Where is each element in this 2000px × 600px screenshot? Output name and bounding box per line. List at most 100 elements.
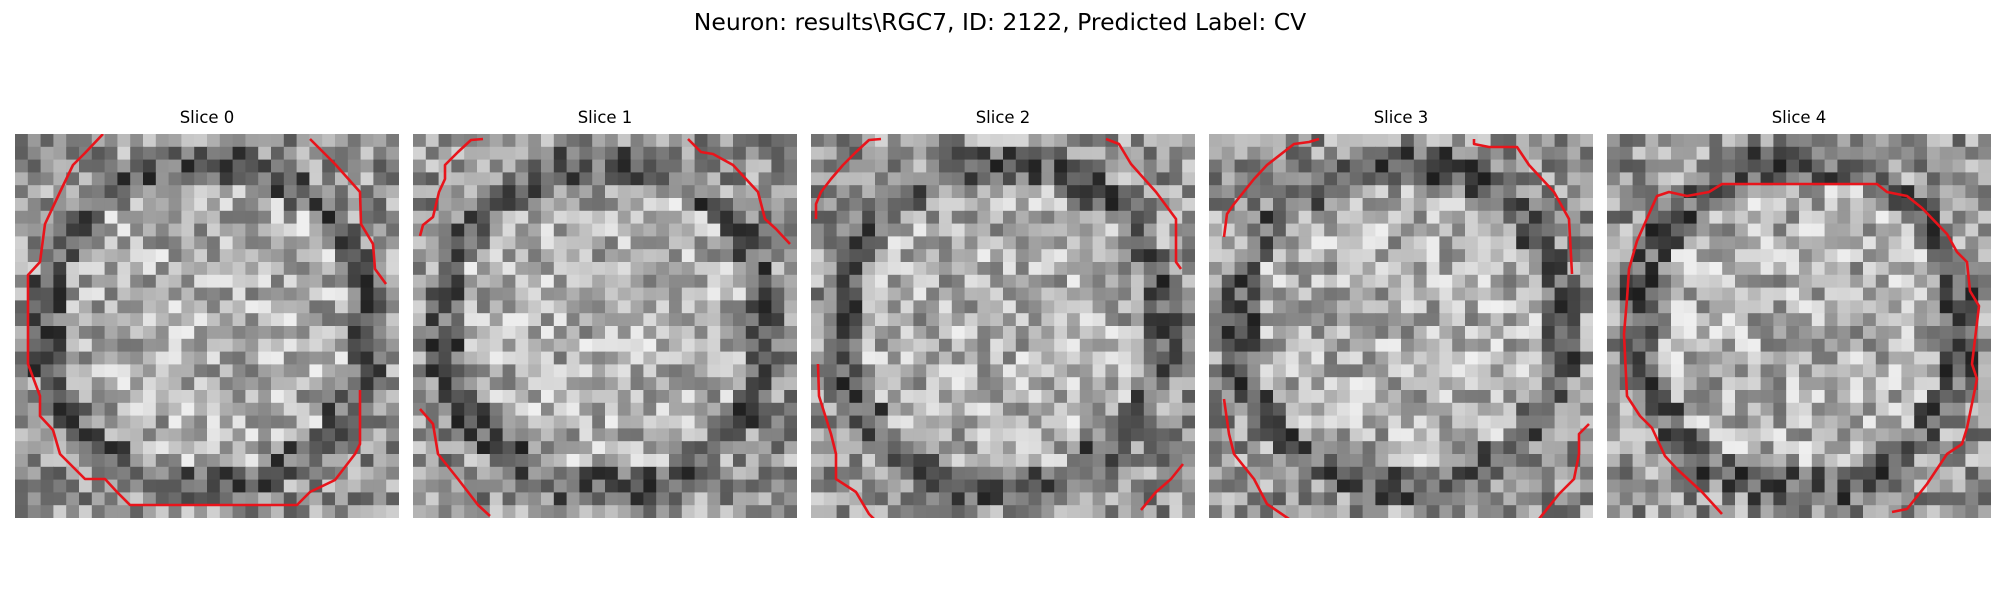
pixel-cell — [669, 505, 683, 518]
pixel-cell — [207, 428, 221, 442]
pixel-cell — [579, 159, 593, 173]
pixel-cell — [130, 134, 144, 148]
pixel-cell — [1978, 492, 1991, 506]
pixel-cell — [117, 390, 131, 404]
pixel-cell — [207, 402, 221, 417]
pixel-cell — [258, 159, 272, 173]
pixel-cell — [347, 249, 362, 263]
pixel-cell — [951, 262, 966, 276]
pixel-cell — [1965, 300, 1979, 314]
pixel-cell — [143, 415, 157, 429]
pixel-cell — [1607, 415, 1621, 429]
pixel-cell — [1118, 441, 1132, 455]
pixel-cell — [1607, 223, 1621, 237]
pixel-cell — [91, 390, 106, 404]
pixel-cell — [1285, 351, 1300, 365]
pixel-cell — [1978, 249, 1991, 263]
pixel-cell — [1209, 441, 1223, 455]
pixel-cell — [1426, 159, 1440, 173]
pixel-cell — [707, 351, 721, 365]
pixel-cell — [836, 390, 850, 404]
pixel-cell — [1939, 313, 1954, 327]
pixel-cell — [477, 454, 491, 468]
pixel-cell — [541, 492, 555, 506]
pixel-cell — [630, 505, 644, 518]
pixel-cell — [1927, 326, 1941, 340]
pixel-cell — [502, 466, 516, 481]
pixel-cell — [707, 134, 721, 148]
pixel-cell — [1786, 338, 1800, 353]
pixel-cell — [1901, 262, 1915, 276]
pixel-cell — [733, 223, 747, 237]
pixel-cell — [1221, 364, 1236, 378]
pixel-cell — [875, 223, 889, 237]
pixel-cell — [553, 236, 568, 250]
pixel-cell — [1952, 326, 1966, 340]
pixel-cell — [347, 262, 362, 276]
pixel-cell — [1349, 402, 1364, 417]
pixel-cell — [271, 249, 285, 263]
pixel-cell — [1375, 172, 1389, 186]
pixel-cell — [1607, 249, 1621, 263]
pixel-cell — [1401, 390, 1415, 404]
pixel-cell — [1786, 300, 1800, 314]
pixel-cell — [309, 351, 323, 365]
pixel-cell — [1156, 338, 1170, 353]
pixel-cell — [413, 146, 427, 161]
pixel-cell — [592, 441, 606, 455]
pixel-cell — [1952, 300, 1966, 314]
pixel-cell — [1028, 236, 1042, 250]
pixel-cell — [1529, 210, 1543, 225]
pixel-cell — [1234, 172, 1248, 186]
pixel-cell — [528, 287, 542, 301]
pixel-cell — [155, 390, 170, 404]
pixel-cell — [887, 134, 902, 148]
pixel-cell — [1247, 134, 1261, 148]
pixel-cell — [335, 338, 349, 353]
pixel-cell — [207, 364, 221, 378]
pixel-cell — [425, 313, 440, 327]
pixel-cell — [360, 274, 374, 289]
pixel-cell — [27, 338, 42, 353]
pixel-cell — [425, 262, 440, 276]
pixel-cell — [977, 466, 991, 481]
pixel-cell — [887, 185, 902, 199]
pixel-cell — [720, 377, 734, 391]
pixel-cell — [617, 274, 632, 289]
pixel-cell — [1439, 287, 1453, 301]
pixel-cell — [27, 428, 42, 442]
pixel-cell — [1028, 172, 1042, 186]
pixel-cell — [1247, 415, 1261, 429]
pixel-cell — [849, 505, 863, 518]
pixel-cell — [939, 134, 953, 148]
pixel-cell — [926, 492, 940, 506]
pixel-cell — [104, 210, 118, 225]
pixel-cell — [733, 364, 747, 378]
pixel-cell — [1567, 313, 1581, 327]
pixel-cell — [1607, 185, 1621, 199]
pixel-cell — [1105, 428, 1119, 442]
contour-line — [814, 137, 882, 219]
pixel-cell — [1747, 415, 1762, 429]
pixel-cell — [1786, 492, 1800, 506]
pixel-cell — [1607, 364, 1621, 378]
pixel-cell — [605, 492, 619, 506]
pixel-cell — [1388, 274, 1402, 289]
pixel-cell — [784, 210, 797, 225]
pixel-cell — [1169, 351, 1183, 365]
pixel-cell — [194, 390, 208, 404]
pixel-cell — [630, 313, 644, 327]
pixel-cell — [502, 364, 516, 378]
pixel-cell — [309, 428, 323, 442]
contour-line — [26, 134, 362, 507]
pixel-cell — [117, 313, 131, 327]
pixel-cell — [1439, 454, 1453, 468]
pixel-cell — [258, 492, 272, 506]
pixel-cell — [1901, 300, 1915, 314]
pixel-cell — [130, 198, 144, 212]
pixel-cell — [1221, 338, 1236, 353]
pixel-cell — [1567, 146, 1581, 161]
pixel-cell — [656, 249, 670, 263]
pixel-cell — [926, 338, 940, 353]
pixel-cell — [181, 415, 195, 429]
